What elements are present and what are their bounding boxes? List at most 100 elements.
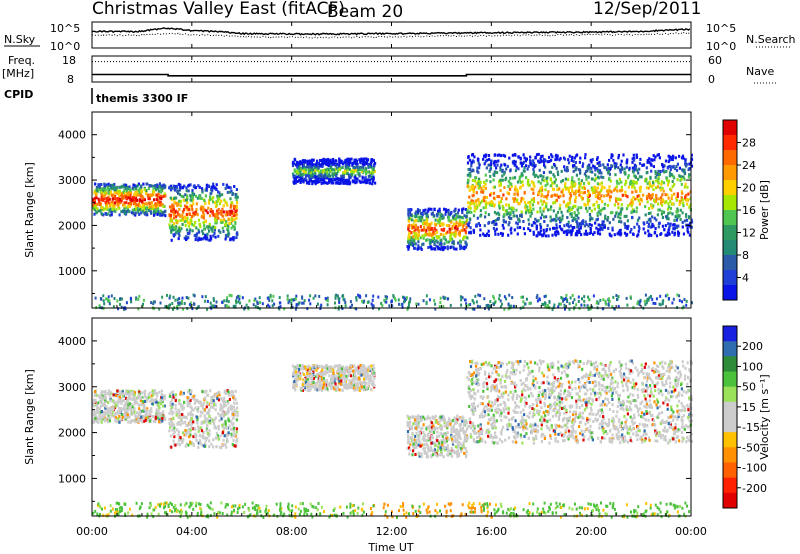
echo-cell: [542, 228, 545, 232]
echo-cell: [229, 419, 232, 423]
echo-cell: [168, 429, 171, 433]
echo-cell: [192, 427, 195, 431]
echo-cell: [568, 154, 571, 158]
echo-cell: [193, 224, 196, 228]
echo-cell: [495, 222, 498, 226]
echo-cell: [232, 213, 235, 217]
echo-cell: [360, 157, 363, 161]
echo-cell: [128, 394, 131, 397]
echo-cell: [667, 196, 670, 200]
echo-cell: [557, 217, 560, 221]
echo-cell: [193, 192, 196, 196]
ground-scatter-cell: [439, 301, 442, 305]
echo-cell: [219, 408, 222, 412]
echo-cell: [179, 412, 182, 416]
echo-cell: [159, 402, 163, 406]
ground-scatter-cell: [501, 302, 503, 306]
echo-cell: [575, 166, 578, 170]
ground-scatter-cell: [616, 297, 619, 301]
echo-cell: [159, 209, 162, 213]
echo-cell: [223, 427, 226, 431]
echo-cell: [214, 201, 217, 205]
echo-cell: [152, 210, 155, 214]
echo-cell: [227, 224, 230, 228]
echo-cell: [580, 233, 583, 237]
echo-cell: [427, 209, 430, 213]
echo-cell: [197, 228, 200, 232]
echo-cell: [202, 216, 205, 220]
echo-cell: [222, 204, 225, 208]
echo-cell: [436, 230, 439, 234]
echo-cell: [111, 183, 114, 187]
colorbar-tick-label: 20: [742, 182, 756, 195]
echo-cell: [144, 418, 147, 422]
echo-cell: [233, 185, 236, 188]
echo-cell: [570, 181, 574, 185]
echo-cell: [358, 174, 361, 178]
echo-cell: [466, 183, 470, 187]
echo-cell: [493, 223, 496, 226]
echo-cell: [664, 224, 667, 228]
colorbar-tick-label: 8: [742, 249, 749, 262]
echo-cell: [503, 186, 506, 189]
echo-cell: [458, 215, 461, 219]
echo-cell: [443, 207, 446, 211]
echo-cell: [631, 190, 634, 194]
echo-cell: [609, 211, 613, 215]
echo-cell: [571, 176, 574, 180]
echo-cell: [164, 209, 167, 213]
echo-cell: [225, 433, 228, 437]
echo-cell: [157, 413, 160, 417]
echo-cell: [155, 400, 158, 404]
echo-cell: [560, 218, 563, 222]
echo-cell: [424, 231, 427, 235]
ground-scatter-cell: [493, 301, 496, 305]
echo-cell: [493, 174, 496, 177]
echo-cell: [514, 185, 517, 189]
echo-cell: [109, 408, 112, 412]
echo-cell: [302, 178, 305, 182]
echo-cell: [365, 181, 368, 185]
echo-cell: [677, 232, 680, 236]
echo-cell: [140, 415, 143, 419]
echo-cell: [208, 419, 211, 423]
echo-cell: [311, 180, 314, 183]
echo-cell: [168, 185, 171, 189]
echo-cell: [417, 240, 420, 244]
echo-cell: [359, 159, 362, 163]
echo-cell: [586, 201, 589, 204]
echo-cell: [487, 234, 490, 237]
ground-scatter-cell: [580, 303, 583, 307]
echo-cell: [594, 168, 597, 172]
echo-cell: [664, 193, 667, 197]
echo-cell: [114, 411, 118, 415]
echo-cell: [134, 213, 137, 217]
echo-cell: [663, 170, 666, 174]
echo-cell: [144, 416, 148, 420]
echo-cell: [637, 225, 640, 229]
echo-cell: [659, 188, 662, 192]
echo-cell: [616, 181, 619, 185]
echo-cell: [324, 158, 327, 162]
echo-cell: [560, 210, 563, 214]
echo-cell: [556, 154, 559, 158]
echo-cell: [93, 197, 96, 201]
echo-cell: [527, 178, 530, 182]
ground-scatter-cell: [190, 304, 192, 308]
echo-cell: [150, 194, 153, 198]
echo-cell: [573, 156, 576, 160]
echo-cell: [559, 203, 562, 207]
echo-cell: [661, 163, 664, 166]
ground-scatter-cell: [385, 297, 388, 300]
echo-cell: [656, 213, 659, 217]
echo-cell: [110, 412, 113, 416]
echo-cell: [530, 187, 533, 191]
echo-cell: [125, 190, 129, 193]
echo-cell: [667, 217, 670, 221]
echo-cell: [199, 400, 202, 404]
echo-cell: [579, 182, 582, 185]
echo-cell: [321, 165, 324, 168]
echo-cell: [541, 213, 544, 217]
ground-scatter-cell: [357, 293, 360, 297]
echo-cell: [632, 180, 635, 184]
